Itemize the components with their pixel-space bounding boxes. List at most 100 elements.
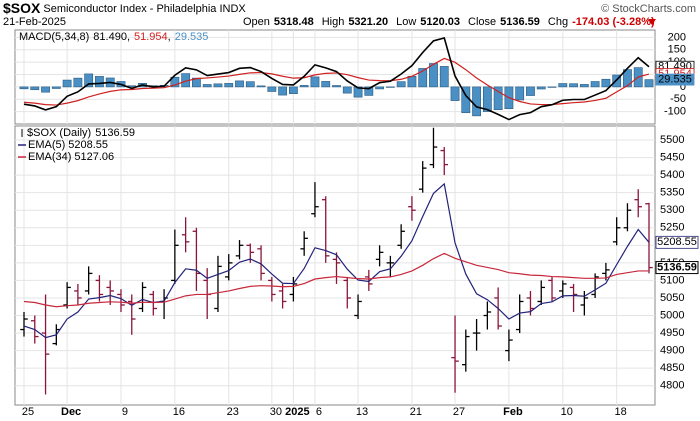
legend-separator: , <box>168 31 171 43</box>
ema-line <box>23 252 650 308</box>
histogram-bar <box>385 86 395 88</box>
histogram-bar <box>526 86 535 96</box>
histogram-bar <box>267 86 277 92</box>
x-tick-label: 16 <box>173 406 185 418</box>
ema-legend-label: EMA(34) <box>28 151 71 163</box>
histogram-bar <box>536 86 546 90</box>
histogram-bar <box>299 85 309 88</box>
histogram-bar <box>321 81 331 88</box>
y-tick-label: 5450 <box>660 151 684 163</box>
symbol: $SOX <box>3 0 41 16</box>
histogram-bar <box>482 86 492 112</box>
y-tick-label: 5050 <box>660 292 684 304</box>
y-tick-label: 4900 <box>660 345 684 357</box>
x-tick-label: 23 <box>227 406 239 418</box>
y-tick-label: 5250 <box>660 222 684 234</box>
histogram-bar <box>558 83 568 88</box>
histogram-bar <box>396 81 406 88</box>
y-tick-label: 5000 <box>660 309 684 321</box>
quote-label: High <box>322 16 345 28</box>
x-tick-label: 10 <box>561 406 573 418</box>
y-tick-label: 0 <box>680 81 686 93</box>
histogram-bar <box>601 78 611 88</box>
histogram-bar <box>644 79 654 88</box>
histogram-bar <box>364 86 374 96</box>
quote-value: -174.03 (-3.28%) <box>572 16 655 28</box>
histogram-bar <box>224 83 234 88</box>
histogram-bar <box>213 83 223 88</box>
date: 21-Feb-2025 <box>3 16 66 28</box>
histogram-bar <box>95 76 104 88</box>
histogram-bar <box>418 68 428 88</box>
value-box <box>655 235 699 249</box>
x-tick-label: 30 <box>270 406 282 418</box>
ema-legend-value: 5208.55 <box>68 139 108 151</box>
down-arrow <box>648 19 656 25</box>
copyright: © StockCharts.com <box>601 3 696 15</box>
quote-label: Low <box>396 16 416 28</box>
x-tick-label: 2025 <box>285 406 309 418</box>
histogram-bar <box>450 86 460 101</box>
labels: 25Dec916233020256132127Feb10182001501005… <box>18 31 699 418</box>
y-tick-label: 5400 <box>660 169 684 181</box>
quote-label: Chg <box>548 16 568 28</box>
histogram-bar <box>515 86 525 101</box>
histogram-bar <box>170 76 180 88</box>
y-tick-label: 5350 <box>660 187 684 199</box>
x-tick-label: 18 <box>615 406 627 418</box>
value-box-label: 5208.55 <box>657 236 697 248</box>
y-tick-label: 5300 <box>660 204 684 216</box>
histogram-bar <box>472 86 481 117</box>
value-box <box>655 261 699 275</box>
histogram-bar <box>579 84 589 88</box>
price-legend-label: $SOX (Daily) <box>27 127 91 139</box>
macd-legend-value: 51.954 <box>134 31 168 43</box>
quote-value: 5318.48 <box>274 16 314 28</box>
header-line-1: $SOX Semiconductor Index - Philadelphia I… <box>3 0 246 16</box>
x-tick-label: 27 <box>453 406 465 418</box>
quote-value: 5136.59 <box>500 16 540 28</box>
value-box <box>655 73 695 86</box>
histogram-bar <box>235 80 244 88</box>
y-tick-label: 5100 <box>660 274 684 286</box>
price-legend: $SOX (Daily) 5136.59 <box>27 127 135 139</box>
histogram-bar <box>623 69 632 88</box>
x-tick-label: 13 <box>356 406 368 418</box>
histogram-bar <box>429 63 438 88</box>
histogram-bar <box>569 83 578 88</box>
histogram-bar <box>84 73 94 88</box>
histogram-bar <box>353 86 363 98</box>
histogram-bar <box>289 86 298 94</box>
quote-value: 5321.20 <box>348 16 388 28</box>
histogram-bar <box>310 76 320 88</box>
ema-legend-label: EMA(5) <box>28 139 65 151</box>
histogram-bar <box>30 86 40 91</box>
histogram-bar <box>547 86 557 88</box>
ema-legend: EMA(34) 5127.06 <box>28 151 114 163</box>
y-tick-label: 5500 <box>660 134 684 146</box>
quote-value: 5120.03 <box>420 16 460 28</box>
macd-legend: MACD(5,34,8) 81.490, 51.954, 29.535 <box>19 31 208 43</box>
histogram-bar <box>19 86 29 90</box>
x-tick-label: 9 <box>122 406 128 418</box>
histogram-bar <box>375 86 384 90</box>
quote-label: Close <box>468 16 496 28</box>
legend-separator: , <box>127 31 130 43</box>
histogram-bar <box>439 66 449 88</box>
histogram-bar <box>332 85 341 88</box>
value-box-label: 29.535 <box>658 73 692 85</box>
quote-line: Open 5318.48 High 5321.20 Low 5120.03 Close 513… <box>243 16 655 28</box>
macd-panel <box>14 29 656 125</box>
macd-legend-value: 81.490 <box>93 31 127 43</box>
histogram-bar <box>493 86 503 111</box>
y-tick-label: -100 <box>664 106 686 118</box>
marks <box>19 36 654 395</box>
x-tick-label: Dec <box>61 406 81 418</box>
y-tick-label: 4800 <box>660 380 684 392</box>
histogram-bar <box>202 84 212 88</box>
ema-legend-value: 5127.06 <box>74 151 114 163</box>
histogram-bar <box>51 86 61 89</box>
histogram-bar <box>245 81 255 88</box>
x-tick-label: Feb <box>503 406 523 418</box>
